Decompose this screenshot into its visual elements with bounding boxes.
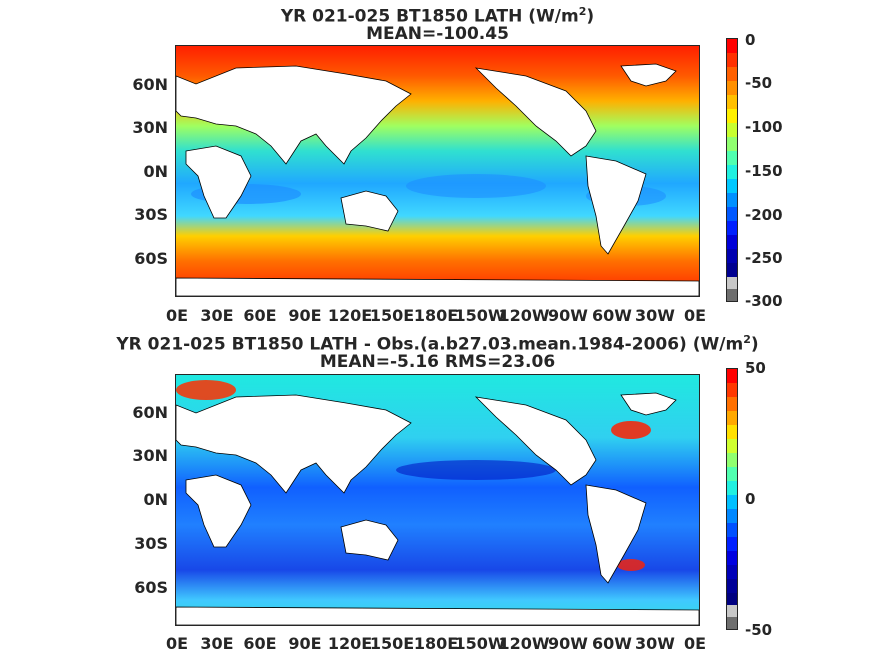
panel1-lon-tick: 150W [454, 306, 506, 325]
panel1-lat-60s: 60S [134, 249, 168, 268]
panel1-colorbar-svg [727, 39, 737, 301]
panel1-map-svg [176, 46, 699, 296]
panel2-lat-30n: 30N [132, 446, 168, 465]
panel2-lon-tick: 150W [454, 634, 506, 653]
panel1-map [175, 45, 700, 297]
panel1-cbar-tick: -300 [745, 292, 783, 310]
panel2-lon-tick: 0E [683, 634, 707, 653]
panel2-title-end: ) [750, 334, 759, 355]
panel2-map-svg [176, 375, 699, 625]
panel2-lon-tick: 90W [548, 634, 588, 653]
panel2-pacific-low [396, 460, 556, 480]
panel2-lon-tick: 180E [413, 634, 459, 653]
panel2-lon-tick: 30W [635, 634, 675, 653]
panel1-cbar-tick: -250 [745, 249, 783, 267]
panel2-gulf-stream-high [611, 421, 651, 439]
panel1-lon-tick: 120W [498, 306, 550, 325]
panel1-cbar-tick: 0 [745, 31, 756, 49]
panel1-lat-30n: 30N [132, 118, 168, 137]
panel1-title: YR 021-025 BT1850 LATH (W/m2) [0, 2, 875, 27]
panel1-land [176, 63, 699, 296]
panel2-title-main: YR 021-025 BT1850 LATH - Obs.(a.b27.03.m… [116, 334, 744, 355]
panel2-lon-tick: 60W [592, 634, 632, 653]
panel1-lon-tick: 60E [243, 306, 277, 325]
panel2-lon-tick: 120W [498, 634, 550, 653]
panel1-lon-tick: 90W [548, 306, 588, 325]
panel2-lat-60s: 60S [134, 578, 168, 597]
panel1-lon-tick: 120E [327, 306, 373, 325]
panel1-lon-tick: 30E [200, 306, 234, 325]
panel2-cbar-tick: 0 [745, 490, 756, 508]
panel2-map [175, 374, 700, 626]
panel2-lon-tick: 150E [369, 634, 415, 653]
panel2-colorbar [726, 368, 738, 630]
panel1-subtitle: MEAN=-100.45 [366, 24, 509, 44]
panel1-lon-tick: 90E [288, 306, 322, 325]
panel2-cbar-tick: 50 [745, 359, 766, 377]
panel1-cbar-tick: -150 [745, 162, 783, 180]
panel2-north-atlantic-high [176, 380, 236, 400]
panel2-cbar-tick: -50 [745, 621, 773, 639]
panel1-cbar-tick: -200 [745, 206, 783, 224]
panel2-lon-tick: 30E [200, 634, 234, 653]
panel1-lat-0n: 0N [143, 162, 168, 181]
panel1-lon-tick: 30W [635, 306, 675, 325]
panel1-title-end: ) [586, 6, 595, 27]
panel1-lat-60n: 60N [132, 75, 168, 94]
panel1-cbar-tick: -100 [745, 118, 783, 136]
panel2-south-atlantic-high [617, 559, 645, 571]
panel1-pacific-low [406, 174, 546, 198]
panel1-lon-tick: 60W [592, 306, 632, 325]
panel1-colorbar [726, 38, 738, 302]
panel2-lon-tick: 90E [288, 634, 322, 653]
panel2-title-sup: 2 [743, 333, 751, 346]
panel1-lon-tick: 0E [683, 306, 707, 325]
panel1-title-sup: 2 [578, 5, 587, 18]
panel2-land [176, 392, 699, 625]
panel2-title: YR 021-025 BT1850 LATH - Obs.(a.b27.03.m… [0, 330, 875, 355]
panel2-lon-tick: 0E [165, 634, 189, 653]
panel2-lat-60n: 60N [132, 403, 168, 422]
panel2-lon-tick: 120E [327, 634, 373, 653]
panel1-lat-30s: 30S [134, 205, 168, 224]
panel1-lon-tick: 0E [165, 306, 189, 325]
panel1-lon-tick: 180E [413, 306, 459, 325]
panel2-lon-tick: 60E [243, 634, 277, 653]
panel2-lat-30s: 30S [134, 534, 168, 553]
panel2-subtitle: MEAN=-5.16 RMS=23.06 [319, 352, 556, 372]
panel1-title-main: YR 021-025 BT1850 LATH (W/m [280, 6, 579, 27]
panel1-cbar-tick: -50 [745, 74, 773, 92]
panel2-colorbar-svg [727, 369, 737, 629]
panel1-lon-tick: 150E [369, 306, 415, 325]
panel2-lat-0n: 0N [143, 490, 168, 509]
